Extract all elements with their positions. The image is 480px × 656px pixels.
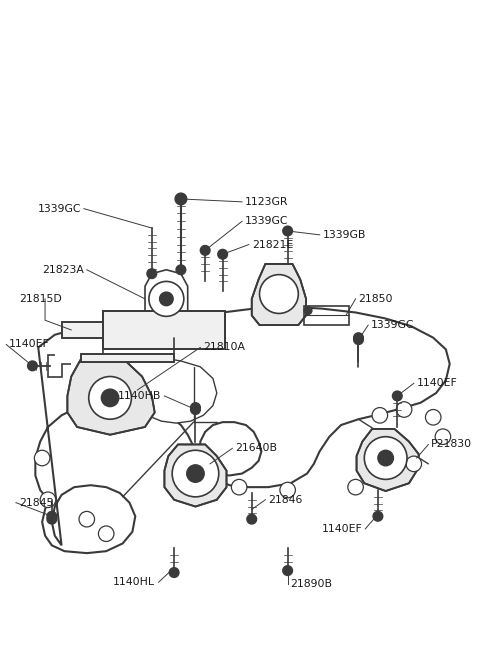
Circle shape <box>231 480 247 495</box>
Circle shape <box>364 437 407 480</box>
Circle shape <box>98 526 114 541</box>
Polygon shape <box>252 264 306 325</box>
Circle shape <box>425 409 441 425</box>
Polygon shape <box>67 359 155 435</box>
Circle shape <box>47 512 57 521</box>
Text: 21850: 21850 <box>359 294 393 304</box>
Circle shape <box>348 480 363 495</box>
Text: 1140EF: 1140EF <box>322 524 362 534</box>
Circle shape <box>435 429 451 445</box>
Text: 21810A: 21810A <box>203 342 245 352</box>
Circle shape <box>406 456 421 472</box>
Circle shape <box>247 514 257 524</box>
Circle shape <box>47 514 57 524</box>
Text: 21846: 21846 <box>268 495 302 504</box>
Circle shape <box>372 407 388 423</box>
Polygon shape <box>357 429 419 491</box>
Text: P21830: P21830 <box>431 440 472 449</box>
Circle shape <box>354 333 363 342</box>
Circle shape <box>147 269 156 279</box>
Circle shape <box>187 465 204 482</box>
Text: 1140EF: 1140EF <box>9 340 50 350</box>
Circle shape <box>218 249 228 259</box>
Circle shape <box>393 391 402 401</box>
Circle shape <box>149 281 184 316</box>
Circle shape <box>280 482 295 498</box>
Circle shape <box>27 361 37 371</box>
Circle shape <box>354 335 363 344</box>
Text: 1140HB: 1140HB <box>118 391 161 401</box>
Text: 21845: 21845 <box>19 498 53 508</box>
Polygon shape <box>61 322 103 338</box>
Polygon shape <box>165 445 227 506</box>
Circle shape <box>169 567 179 577</box>
Text: 1339GC: 1339GC <box>37 203 81 214</box>
Circle shape <box>260 275 299 314</box>
Circle shape <box>79 512 95 527</box>
Text: 21823A: 21823A <box>42 265 84 275</box>
Text: 1140HL: 1140HL <box>113 577 155 587</box>
Text: 21821E: 21821E <box>252 239 293 249</box>
Text: 1339GB: 1339GB <box>323 230 366 240</box>
Text: 1339GC: 1339GC <box>245 216 288 226</box>
Circle shape <box>175 193 187 205</box>
Circle shape <box>101 389 119 407</box>
Circle shape <box>40 492 56 508</box>
Circle shape <box>176 265 186 275</box>
Circle shape <box>191 405 200 415</box>
Circle shape <box>89 377 132 419</box>
Polygon shape <box>103 310 225 350</box>
Circle shape <box>396 401 412 417</box>
Text: 21640B: 21640B <box>235 443 277 453</box>
Text: 1339GC: 1339GC <box>371 320 415 330</box>
Circle shape <box>191 403 200 413</box>
Circle shape <box>159 292 173 306</box>
Polygon shape <box>36 306 450 553</box>
Circle shape <box>172 450 219 497</box>
Circle shape <box>373 512 383 521</box>
Polygon shape <box>81 354 174 362</box>
Circle shape <box>200 245 210 255</box>
Circle shape <box>378 450 394 466</box>
Polygon shape <box>96 357 217 423</box>
Text: 21890B: 21890B <box>290 579 333 589</box>
Text: 1123GR: 1123GR <box>245 197 288 207</box>
Text: 21815D: 21815D <box>19 294 61 304</box>
Circle shape <box>283 565 292 575</box>
Circle shape <box>35 450 50 466</box>
Circle shape <box>304 306 312 314</box>
Text: 1140EF: 1140EF <box>417 379 457 388</box>
Circle shape <box>283 226 292 236</box>
